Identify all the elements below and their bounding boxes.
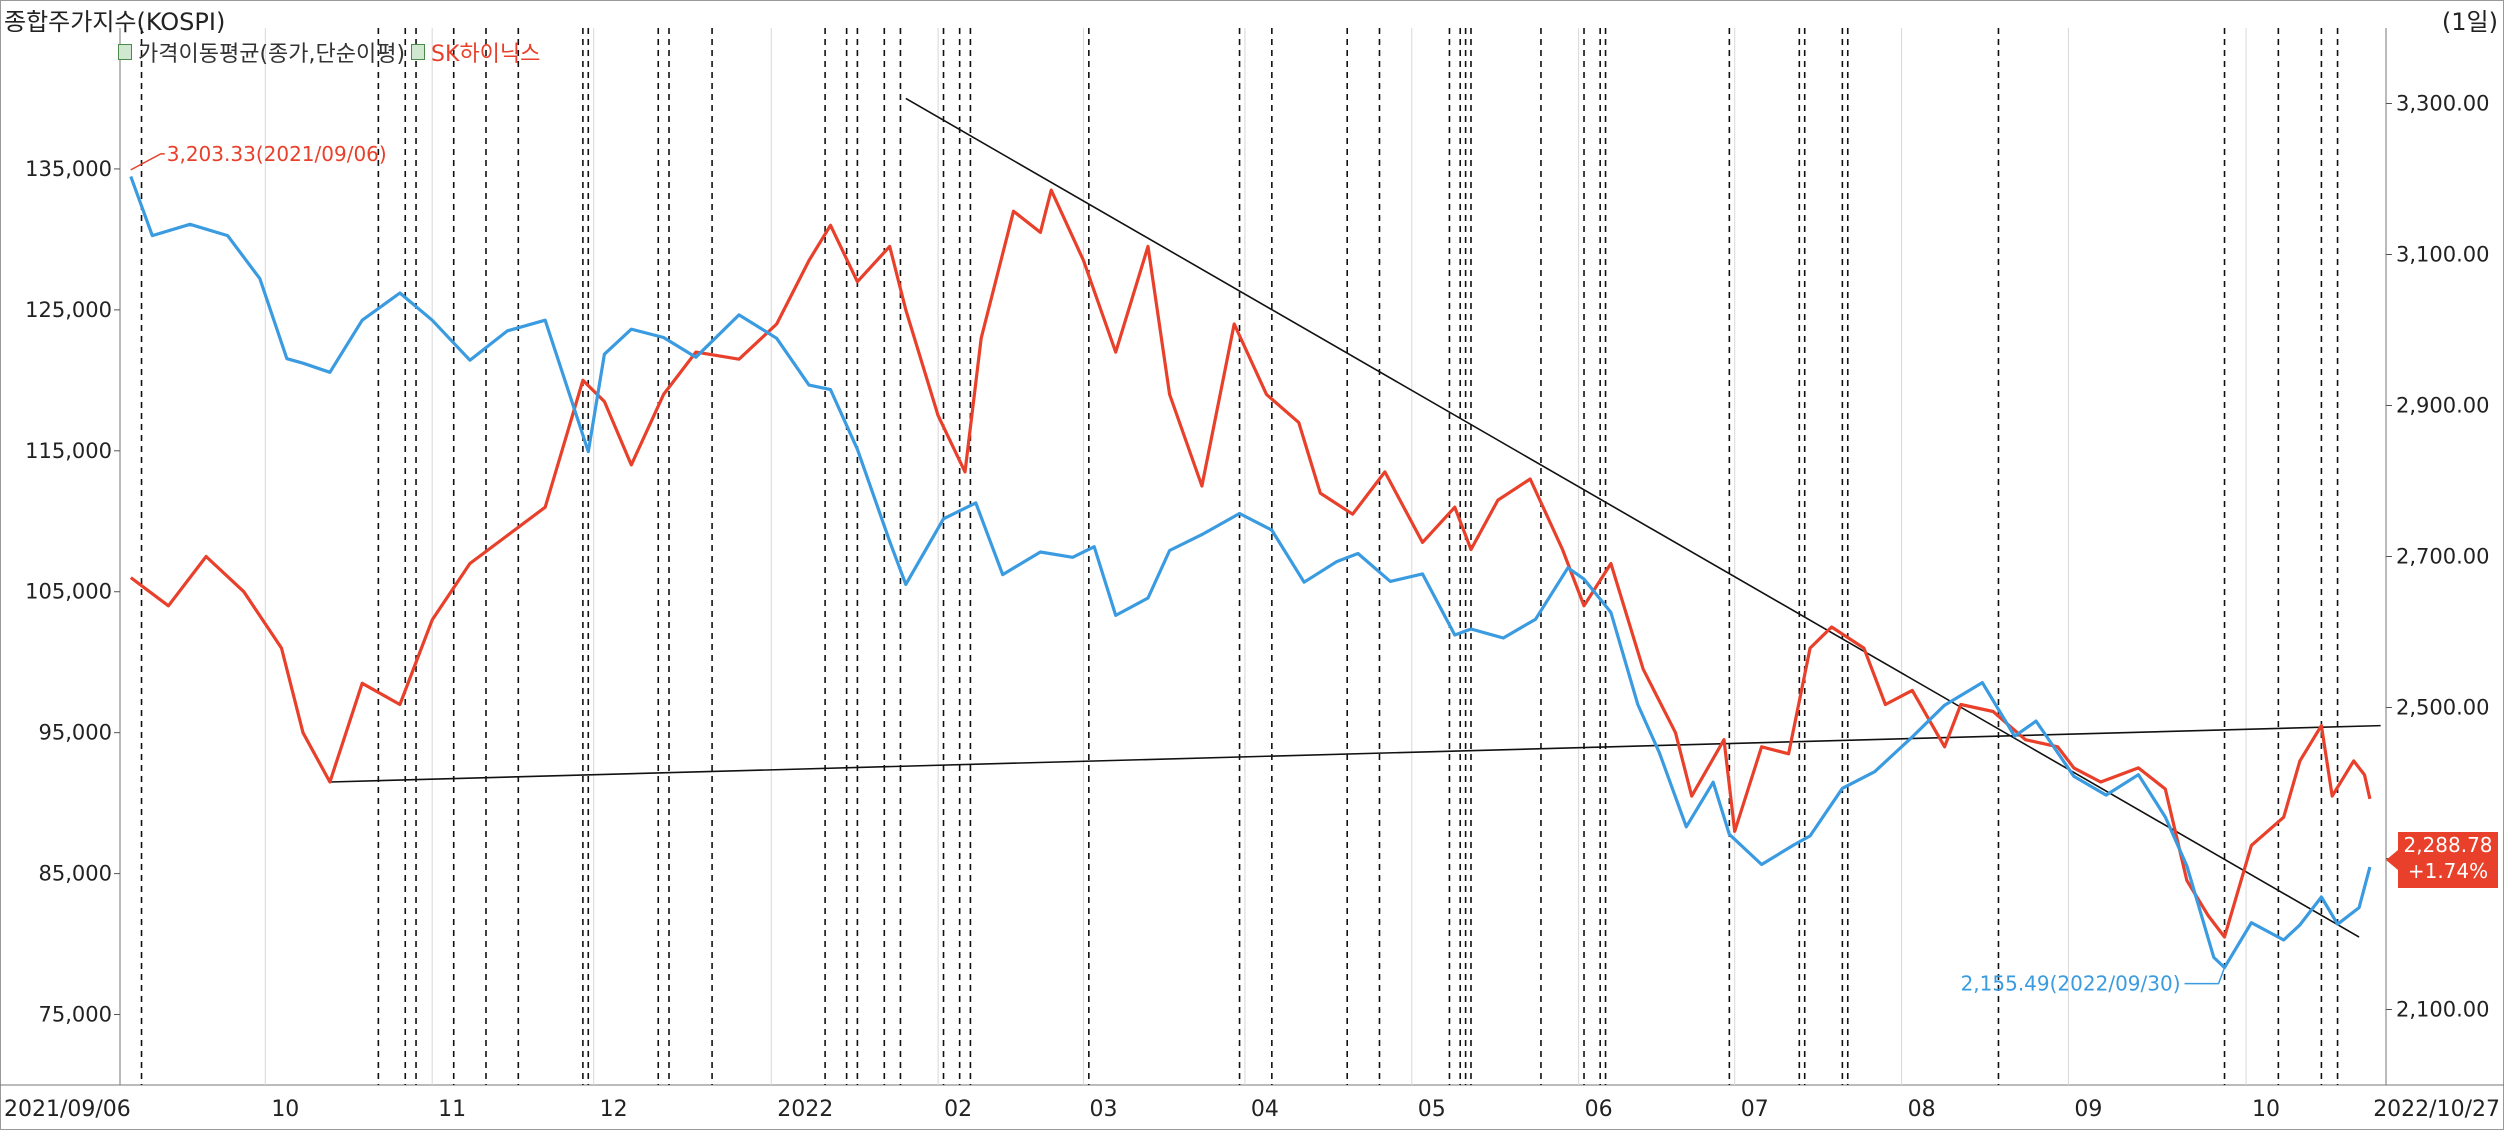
left-tick-label: 135,000	[25, 157, 112, 181]
annotation-leader	[130, 153, 165, 171]
left-tick-label: 95,000	[39, 721, 112, 745]
last-price-change: +1.74%	[2407, 859, 2489, 883]
x-tick-label: 2022	[777, 1097, 833, 1122]
legend-item-moving-average[interactable]: 가격이동평균(종가,단순이평)	[138, 42, 406, 67]
chart-title: 종합주가지수(KOSPI)	[4, 8, 226, 36]
left-tick-label: 105,000	[25, 580, 112, 604]
x-tick-label: 08	[1908, 1097, 1936, 1122]
x-tick-label: 09	[2074, 1097, 2102, 1122]
annotation-leader	[2184, 967, 2226, 985]
max-annotation: 3,203.33(2021/09/06)	[167, 142, 387, 166]
legend-item-skhynix[interactable]: SK하이닉스	[431, 42, 541, 67]
x-end-label: 2022/10/27	[2373, 1097, 2500, 1122]
right-tick-label: 2,100.00	[2396, 998, 2490, 1022]
trendline	[329, 724, 2381, 783]
right-tick-label: 2,900.00	[2396, 394, 2490, 418]
x-tick-label: 07	[1741, 1097, 1769, 1122]
x-tick-label: 03	[1089, 1097, 1117, 1122]
right-tick-label: 3,300.00	[2396, 92, 2490, 116]
x-tick-label: 02	[944, 1097, 972, 1122]
x-tick-label: 10	[2252, 1097, 2280, 1122]
x-tick-label: 06	[1585, 1097, 1613, 1122]
min-annotation: 2,155.49(2022/09/30)	[1961, 972, 2181, 996]
last-price-tag: 2,288.78 +1.74%	[2386, 832, 2498, 888]
x-tick-label: 05	[1418, 1097, 1446, 1122]
x-tick-label: 11	[438, 1097, 466, 1122]
left-tick-label: 75,000	[39, 1003, 112, 1027]
kospi-line	[129, 175, 2372, 970]
legend-checkbox-icon[interactable]	[118, 44, 132, 60]
right-tick-label: 3,100.00	[2396, 243, 2490, 267]
legend-checkbox-icon[interactable]	[411, 44, 426, 60]
skhynix-line	[129, 188, 2372, 939]
left-tick-label: 125,000	[25, 298, 112, 322]
last-price-value: 2,288.78	[2403, 833, 2493, 857]
x-tick-label: 12	[600, 1097, 628, 1122]
left-tick-label: 115,000	[25, 439, 112, 463]
legend: 가격이동평균(종가,단순이평) SK하이닉스	[118, 36, 540, 68]
x-tick-label: 10	[271, 1097, 299, 1122]
trendline	[905, 97, 2360, 938]
period-label: (1일)	[2441, 8, 2498, 36]
left-tick-label: 85,000	[39, 862, 112, 886]
x-start-label: 2021/09/06	[4, 1097, 131, 1122]
right-tick-label: 2,500.00	[2396, 696, 2490, 720]
x-tick-label: 04	[1251, 1097, 1279, 1122]
right-tick-label: 2,700.00	[2396, 545, 2490, 569]
